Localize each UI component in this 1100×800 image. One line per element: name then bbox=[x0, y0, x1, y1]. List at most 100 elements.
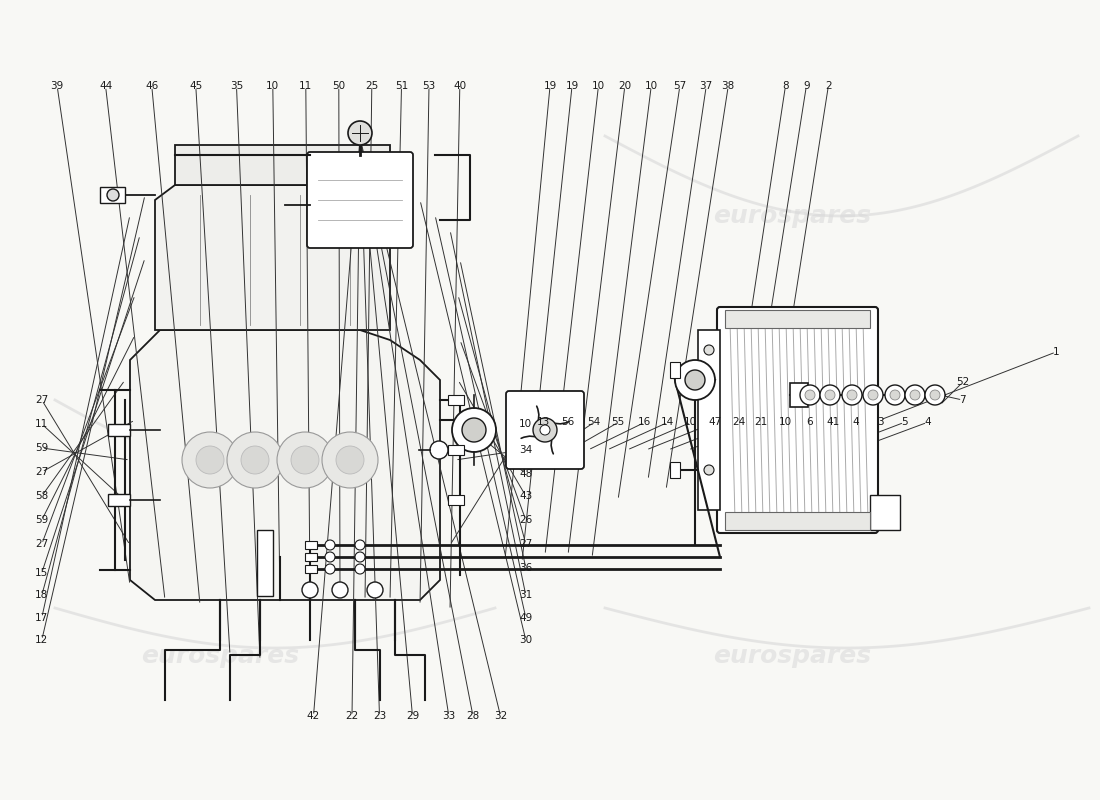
Circle shape bbox=[890, 390, 900, 400]
Text: 10: 10 bbox=[519, 419, 532, 429]
Circle shape bbox=[322, 432, 378, 488]
Circle shape bbox=[462, 418, 486, 442]
Text: 16: 16 bbox=[638, 418, 651, 427]
Circle shape bbox=[292, 446, 319, 474]
Polygon shape bbox=[175, 145, 390, 185]
Text: 47: 47 bbox=[708, 418, 722, 427]
Text: 39: 39 bbox=[51, 82, 64, 91]
Text: 27: 27 bbox=[35, 539, 48, 549]
Text: 15: 15 bbox=[35, 568, 48, 578]
Text: 8: 8 bbox=[782, 82, 789, 91]
Circle shape bbox=[704, 465, 714, 475]
Text: 23: 23 bbox=[373, 711, 386, 721]
Circle shape bbox=[540, 425, 550, 435]
Circle shape bbox=[355, 540, 365, 550]
Circle shape bbox=[196, 446, 224, 474]
Text: 10: 10 bbox=[645, 82, 658, 91]
Text: 17: 17 bbox=[35, 613, 48, 622]
Circle shape bbox=[868, 390, 878, 400]
Circle shape bbox=[241, 446, 270, 474]
Text: 20: 20 bbox=[618, 82, 631, 91]
FancyArrowPatch shape bbox=[551, 432, 556, 454]
Text: 4: 4 bbox=[852, 418, 859, 427]
Text: 50: 50 bbox=[332, 82, 345, 91]
Text: 2: 2 bbox=[825, 82, 832, 91]
Text: 19: 19 bbox=[543, 82, 557, 91]
Text: 46: 46 bbox=[145, 82, 158, 91]
Bar bbox=[790, 383, 808, 407]
Circle shape bbox=[905, 385, 925, 405]
Bar bbox=[108, 494, 130, 506]
Text: 6: 6 bbox=[806, 418, 813, 427]
Text: 27: 27 bbox=[35, 467, 48, 477]
Text: 56: 56 bbox=[561, 418, 574, 427]
Circle shape bbox=[886, 385, 905, 405]
Circle shape bbox=[800, 385, 820, 405]
Text: 52: 52 bbox=[956, 378, 969, 387]
Circle shape bbox=[324, 564, 336, 574]
Text: 13: 13 bbox=[537, 418, 550, 427]
Circle shape bbox=[302, 582, 318, 598]
Circle shape bbox=[805, 390, 815, 400]
Text: 54: 54 bbox=[587, 418, 601, 427]
Circle shape bbox=[336, 446, 364, 474]
Text: 59: 59 bbox=[35, 515, 48, 525]
Circle shape bbox=[355, 552, 365, 562]
Text: 37: 37 bbox=[700, 82, 713, 91]
Text: 12: 12 bbox=[35, 635, 48, 645]
Text: 1: 1 bbox=[1053, 347, 1059, 357]
Circle shape bbox=[864, 385, 883, 405]
Circle shape bbox=[534, 418, 557, 442]
FancyBboxPatch shape bbox=[506, 391, 584, 469]
Bar bbox=[870, 495, 900, 530]
Bar bbox=[670, 362, 680, 378]
Text: 48: 48 bbox=[519, 469, 532, 478]
Polygon shape bbox=[130, 330, 440, 600]
Text: 26: 26 bbox=[519, 515, 532, 525]
Text: 28: 28 bbox=[466, 711, 480, 721]
Text: 32: 32 bbox=[494, 711, 507, 721]
Circle shape bbox=[825, 390, 835, 400]
Text: 19: 19 bbox=[565, 82, 579, 91]
Text: eurospares: eurospares bbox=[713, 204, 871, 228]
Text: 3: 3 bbox=[877, 418, 883, 427]
Text: 45: 45 bbox=[189, 82, 202, 91]
Text: 18: 18 bbox=[35, 590, 48, 600]
Bar bbox=[725, 310, 870, 328]
Bar bbox=[698, 330, 720, 510]
FancyArrowPatch shape bbox=[547, 420, 569, 424]
Text: 55: 55 bbox=[612, 418, 625, 427]
Text: 11: 11 bbox=[299, 82, 312, 91]
Text: 44: 44 bbox=[99, 82, 112, 91]
Text: 33: 33 bbox=[442, 711, 455, 721]
Text: 40: 40 bbox=[453, 82, 466, 91]
Polygon shape bbox=[257, 530, 273, 596]
Circle shape bbox=[820, 385, 840, 405]
Text: 29: 29 bbox=[406, 711, 419, 721]
Text: 58: 58 bbox=[35, 491, 48, 501]
Circle shape bbox=[430, 441, 448, 459]
Bar bbox=[305, 565, 317, 573]
Bar bbox=[100, 187, 125, 203]
Text: 9: 9 bbox=[803, 82, 810, 91]
Polygon shape bbox=[155, 185, 390, 330]
Circle shape bbox=[842, 385, 862, 405]
Text: 4: 4 bbox=[924, 418, 931, 427]
Text: 10: 10 bbox=[592, 82, 605, 91]
Bar bbox=[108, 424, 130, 436]
Text: 10: 10 bbox=[266, 82, 279, 91]
Text: 53: 53 bbox=[422, 82, 436, 91]
Circle shape bbox=[452, 408, 496, 452]
Text: eurospares: eurospares bbox=[141, 444, 299, 468]
Text: 14: 14 bbox=[661, 418, 674, 427]
Bar bbox=[725, 512, 870, 530]
FancyBboxPatch shape bbox=[717, 307, 878, 533]
Circle shape bbox=[925, 385, 945, 405]
Text: 22: 22 bbox=[345, 711, 359, 721]
Circle shape bbox=[910, 390, 920, 400]
Circle shape bbox=[930, 390, 940, 400]
Circle shape bbox=[355, 564, 365, 574]
Circle shape bbox=[367, 582, 383, 598]
Text: 31: 31 bbox=[519, 590, 532, 600]
Circle shape bbox=[324, 552, 336, 562]
